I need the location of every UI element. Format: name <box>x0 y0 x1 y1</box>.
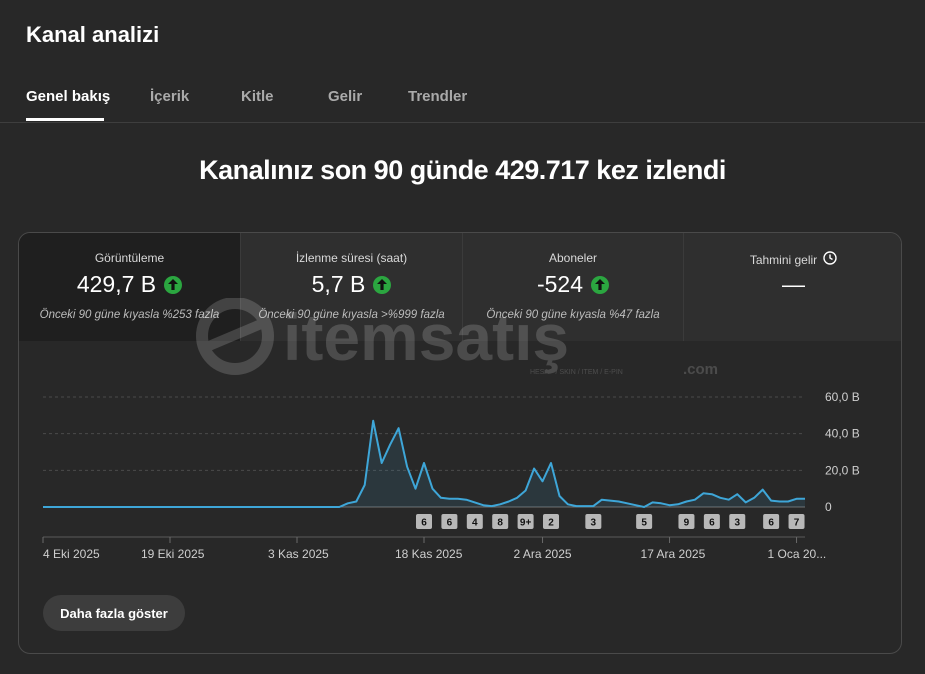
metric-comparison: Önceki 90 güne kıyasla >%999 fazla <box>258 309 445 321</box>
series-line <box>43 419 805 508</box>
x-tick-label: 4 Eki 2025 <box>43 547 100 561</box>
arrow-up-icon <box>591 275 610 294</box>
x-tick-label: 19 Eki 2025 <box>141 547 205 561</box>
video-marker-label: 6 <box>709 518 715 529</box>
x-tick-label: 2 Ara 2025 <box>514 547 572 561</box>
video-marker-label: 4 <box>472 518 478 529</box>
metric-label: İzlenme süresi (saat) <box>295 251 408 265</box>
y-tick-label: 0 <box>825 500 832 514</box>
metric-value: 5,7 B <box>311 271 366 297</box>
x-tick-label: 3 Kas 2025 <box>268 547 329 561</box>
video-marker-label: 9+ <box>520 518 532 529</box>
metric-watch-time[interactable]: İzlenme süresi (saat) 5,7 B Önceki 90 gü… <box>241 233 462 341</box>
arrow-up-icon <box>373 275 392 294</box>
tab-audience[interactable]: Kitle <box>241 88 274 105</box>
tab-trends[interactable]: Trendler <box>408 88 468 105</box>
metric-label: Görüntüleme <box>94 251 165 265</box>
tab-bar: Genel bakış İçerik Kitle Gelir Trendler <box>0 80 925 123</box>
video-marker <box>517 514 534 529</box>
video-marker <box>703 514 720 529</box>
metric-comparison: Önceki 90 güne kıyasla %47 fazla <box>486 309 660 321</box>
divider <box>683 233 684 341</box>
metric-comparison: Önceki 90 güne kıyasla %253 fazla <box>39 309 220 321</box>
active-tab-indicator <box>26 118 104 121</box>
video-marker <box>585 514 602 529</box>
headline: Kanalınız son 90 günde 429.717 kez izlen… <box>199 155 726 185</box>
video-marker-label: 2 <box>548 518 554 529</box>
video-marker <box>636 514 653 529</box>
tab-overview[interactable]: Genel bakış <box>26 88 111 105</box>
show-more-button[interactable]: Daha fazla göster <box>43 595 185 631</box>
metric-revenue[interactable]: Tahmini gelir — <box>684 233 901 341</box>
metric-value: -524 <box>536 271 584 297</box>
arrow-up-icon <box>164 275 183 294</box>
metric-value: — <box>782 271 805 297</box>
divider <box>240 233 241 341</box>
video-marker <box>678 514 695 529</box>
video-marker-label: 8 <box>497 518 503 529</box>
video-marker-label: 7 <box>794 518 800 529</box>
clock-icon <box>823 251 837 268</box>
tab-content[interactable]: İçerik <box>150 88 190 105</box>
x-tick-label: 17 Ara 2025 <box>641 547 706 561</box>
video-marker <box>543 514 559 529</box>
video-marker <box>729 514 746 529</box>
metric-label: Aboneler <box>548 251 598 265</box>
video-marker-label: 6 <box>768 518 774 529</box>
video-marker <box>492 514 509 529</box>
page-title: Kanal analizi <box>26 22 160 47</box>
video-marker <box>441 514 458 529</box>
video-marker <box>788 514 805 529</box>
x-tick-label: 18 Kas 2025 <box>395 547 463 561</box>
video-marker-label: 6 <box>421 518 427 529</box>
metric-views[interactable]: Görüntüleme 429,7 B Önceki 90 güne kıyas… <box>19 233 240 341</box>
video-marker-label: 3 <box>734 518 740 529</box>
y-tick-label: 40,0 B <box>825 427 860 441</box>
video-marker <box>466 514 483 529</box>
video-marker-label: 5 <box>641 518 647 529</box>
video-marker-label: 3 <box>591 518 597 529</box>
divider <box>462 233 463 341</box>
y-tick-label: 60,0 B <box>825 390 860 404</box>
y-tick-label: 20,0 B <box>825 463 860 477</box>
metric-subscribers[interactable]: Aboneler -524 Önceki 90 güne kıyasla %47… <box>463 233 683 341</box>
video-marker-label: 6 <box>447 518 453 529</box>
metric-value: 429,7 B <box>76 271 157 297</box>
video-marker-label: 9 <box>684 518 690 529</box>
tab-revenue[interactable]: Gelir <box>328 88 363 105</box>
metric-label: Tahmini gelir <box>749 252 818 267</box>
video-marker <box>763 514 780 529</box>
video-marker <box>416 514 432 529</box>
x-tick-label: 1 Oca 20... <box>768 547 827 561</box>
analytics-card: Görüntüleme 429,7 B Önceki 90 güne kıyas… <box>18 232 902 654</box>
